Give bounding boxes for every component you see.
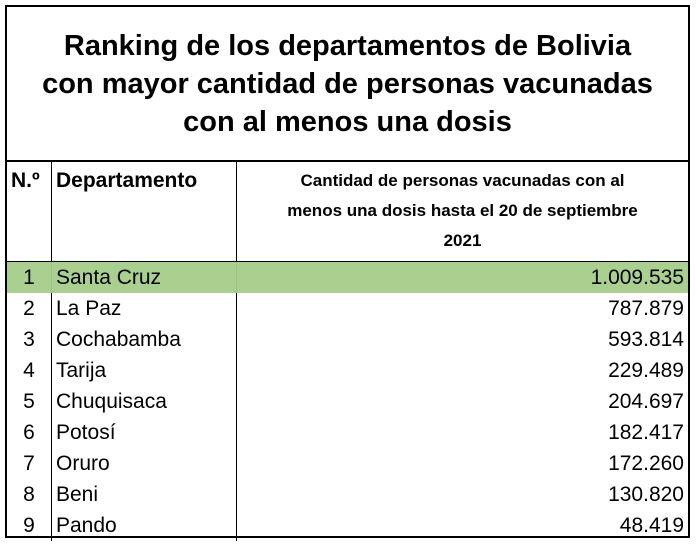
table-row: 9 Pando 48.419 (7, 510, 688, 541)
cell-department: Oruro (52, 448, 237, 479)
table-row: 5 Chuquisaca 204.697 (7, 386, 688, 417)
cell-department: Beni (52, 479, 237, 510)
cell-department: Potosí (52, 417, 237, 448)
cell-amount: 182.417 (608, 421, 684, 444)
cell-department: Cochabamba (52, 324, 237, 355)
cell-amount: 1.009.535 (590, 266, 684, 289)
cell-amount: 593.814 (608, 328, 684, 351)
header-department: Departamento (52, 162, 237, 261)
cell-department: La Paz (52, 293, 237, 324)
table-row: 3 Cochabamba 593.814 (7, 324, 688, 355)
ranking-table: Ranking de los departamentos de Bolivia … (5, 5, 690, 541)
cell-amount: 130.820 (608, 483, 684, 506)
table-row: 7 Oruro 172.260 (7, 448, 688, 479)
cell-rank: 1 (7, 262, 52, 293)
cell-rank: 6 (7, 417, 52, 448)
header-number: N.º (7, 162, 52, 261)
cell-amount: 204.697 (608, 390, 684, 413)
title-line-1: Ranking de los departamentos de Bolivia (63, 29, 632, 62)
cell-amount: 172.260 (608, 452, 684, 475)
header-amount: Cantidad de personas vacunadas con al me… (237, 162, 688, 261)
cell-rank: 7 (7, 448, 52, 479)
cell-rank: 3 (7, 324, 52, 355)
cell-amount: 229.489 (608, 359, 684, 382)
cell-department: Chuquisaca (52, 386, 237, 417)
table-header-row: N.º Departamento Cantidad de personas va… (7, 162, 688, 262)
cell-department: Tarija (52, 355, 237, 386)
table-row: 1 Santa Cruz 1.009.535 (7, 262, 688, 293)
cell-rank: 5 (7, 386, 52, 417)
table-row: 2 La Paz 787.879 (7, 293, 688, 324)
cell-department: Pando (52, 510, 237, 541)
table-body: 1 Santa Cruz 1.009.535 2 La Paz 787.879 3 Cocha… (7, 262, 688, 541)
cell-rank: 9 (7, 510, 52, 541)
cell-amount: 787.879 (608, 297, 684, 320)
cell-amount: 48.419 (619, 514, 684, 537)
header-amount-line-3: 2021 (443, 231, 482, 250)
table-title: Ranking de los departamentos de Bolivia … (7, 7, 688, 162)
cell-rank: 2 (7, 293, 52, 324)
cell-rank: 8 (7, 479, 52, 510)
header-amount-line-1: Cantidad de personas vacunadas con al (300, 171, 625, 190)
header-amount-line-2: menos una dosis hasta el 20 de septiembr… (287, 201, 638, 220)
title-line-2: con mayor cantidad de personas vacunadas (42, 67, 653, 100)
table-row: 4 Tarija 229.489 (7, 355, 688, 386)
title-line-3: con al menos una dosis (183, 105, 512, 138)
cell-rank: 4 (7, 355, 52, 386)
table-row: 8 Beni 130.820 (7, 479, 688, 510)
cell-department: Santa Cruz (52, 262, 237, 293)
table-row: 6 Potosí 182.417 (7, 417, 688, 448)
